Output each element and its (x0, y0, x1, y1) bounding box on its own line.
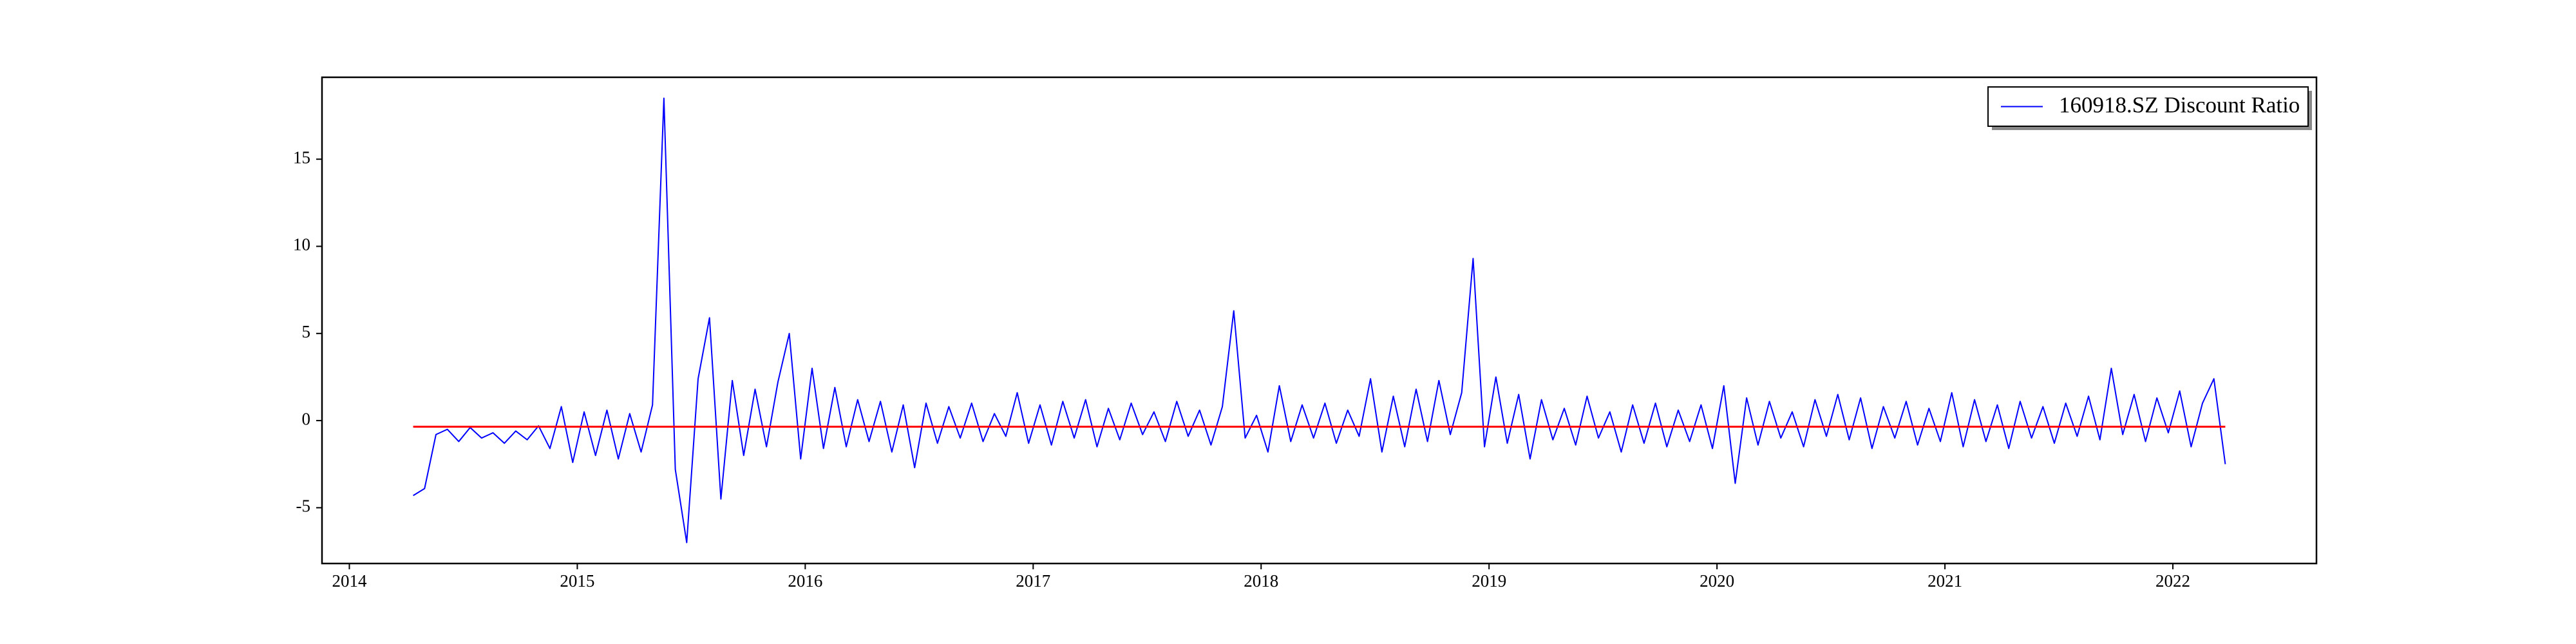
legend-label: 160918.SZ Discount Ratio (2059, 93, 2300, 118)
plot-area (413, 97, 2226, 544)
x-tick-label: 2020 (1700, 571, 1734, 591)
axes-frame (321, 76, 2318, 565)
x-tick-label: 2016 (788, 571, 822, 591)
y-tick-label: 5 (302, 322, 311, 341)
x-tick-label: 2018 (1244, 571, 1278, 591)
y-tick-label: 10 (293, 235, 310, 254)
y-tick-label: 15 (293, 147, 310, 167)
x-tick-label: 2015 (560, 571, 594, 591)
x-tick-label: 2021 (1927, 571, 1962, 591)
x-tick-label: 2019 (1472, 571, 1506, 591)
x-tick-label: 2022 (2155, 571, 2190, 591)
x-tick-label: 2014 (332, 571, 367, 591)
y-tick-label: 0 (302, 409, 311, 428)
legend: 160918.SZ Discount Ratio (1987, 86, 2312, 130)
x-tick-label: 2017 (1016, 571, 1050, 591)
y-tick-label: -5 (296, 497, 311, 516)
